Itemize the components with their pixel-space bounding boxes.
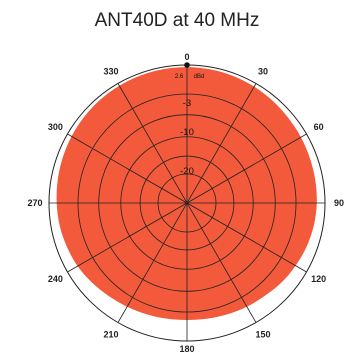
units-label: dBd bbox=[194, 74, 205, 80]
peak-marker bbox=[184, 62, 190, 68]
angle-label: 0 bbox=[184, 52, 189, 62]
chart-title: ANT40D at 40 MHz bbox=[95, 10, 260, 31]
angle-label: 30 bbox=[258, 66, 268, 76]
angle-label: 270 bbox=[27, 198, 42, 208]
ring-label: -20 bbox=[180, 166, 194, 177]
ring-label: -3 bbox=[183, 98, 191, 109]
ring-label: -10 bbox=[180, 127, 194, 138]
angle-label: 240 bbox=[48, 274, 63, 284]
angle-label: 180 bbox=[179, 344, 194, 354]
angle-label: 120 bbox=[311, 274, 326, 284]
peak-gain-label: 2.6 bbox=[175, 74, 184, 80]
angle-label: 210 bbox=[103, 330, 118, 340]
grid-spoke bbox=[117, 83, 257, 323]
angle-label: 60 bbox=[314, 122, 324, 132]
angle-label: 330 bbox=[103, 66, 118, 76]
angle-label: 300 bbox=[48, 122, 63, 132]
angle-label: 150 bbox=[255, 330, 270, 340]
angle-label: 90 bbox=[334, 198, 344, 208]
